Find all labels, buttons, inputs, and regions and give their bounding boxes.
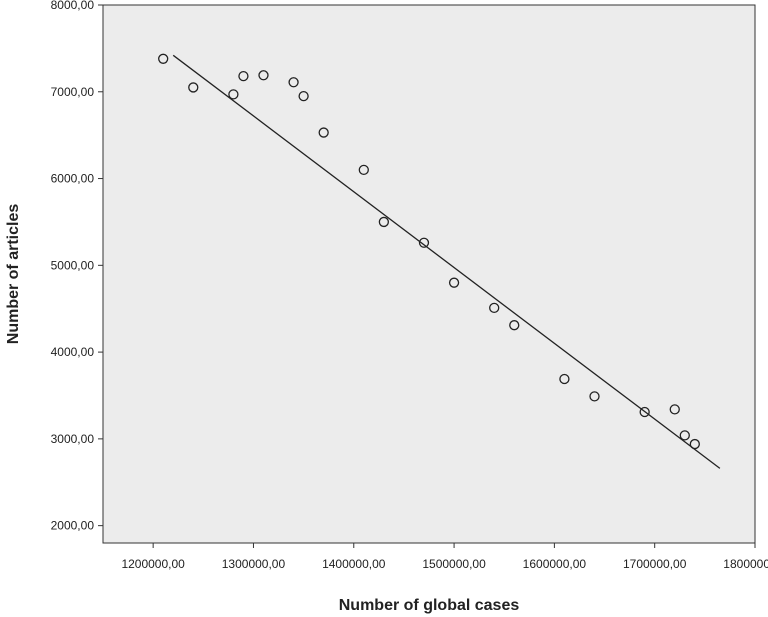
y-axis: 2000,00 3000,00 4000,00 5000,00 6000,00 7000,…: [51, 0, 103, 533]
y-tick-label: 4000,00: [51, 345, 95, 359]
data-point: [639, 406, 650, 418]
x-tick-label: 1200000,00: [121, 557, 185, 571]
y-tick-label: 3000,00: [51, 432, 95, 446]
y-tick-label: 7000,00: [51, 85, 95, 99]
data-point: [298, 90, 309, 102]
y-tick-label: 2000,00: [51, 519, 95, 533]
x-axis-title: Number of global cases: [339, 597, 520, 614]
data-point: [589, 391, 600, 402]
data-point: [689, 438, 700, 450]
y-tick-label: 8000,00: [51, 0, 95, 12]
data-point: [288, 77, 299, 88]
data-point: [318, 127, 329, 138]
x-tick-label: 1600000,00: [523, 557, 587, 571]
data-point: [489, 302, 500, 313]
data-point: [418, 237, 430, 248]
data-points: [158, 53, 700, 450]
x-axis: 1200000,00 1300000,00 1400000,00 1500000,00…: [121, 543, 768, 571]
x-tick-label: 1300000,00: [222, 557, 286, 571]
data-point: [669, 404, 680, 415]
data-point: [228, 89, 239, 100]
data-point: [258, 70, 269, 81]
data-point: [358, 164, 369, 176]
fit-line: [172, 54, 721, 469]
x-tick-label: 1500000,00: [422, 557, 486, 571]
y-tick-label: 6000,00: [51, 172, 95, 186]
data-point: [448, 277, 460, 288]
data-point: [378, 216, 390, 228]
y-axis-title: Number of articles: [5, 204, 22, 345]
data-point: [559, 373, 570, 385]
x-tick-label: 1800000,00: [723, 557, 768, 571]
data-point: [188, 82, 199, 93]
data-point: [679, 430, 690, 441]
data-point: [238, 71, 249, 82]
x-tick-label: 1700000,00: [623, 557, 687, 571]
y-tick-label: 5000,00: [51, 258, 95, 272]
x-tick-label: 1400000,00: [322, 557, 386, 571]
data-point: [158, 53, 169, 64]
plot-area: [102, 4, 756, 544]
data-point: [509, 320, 520, 331]
